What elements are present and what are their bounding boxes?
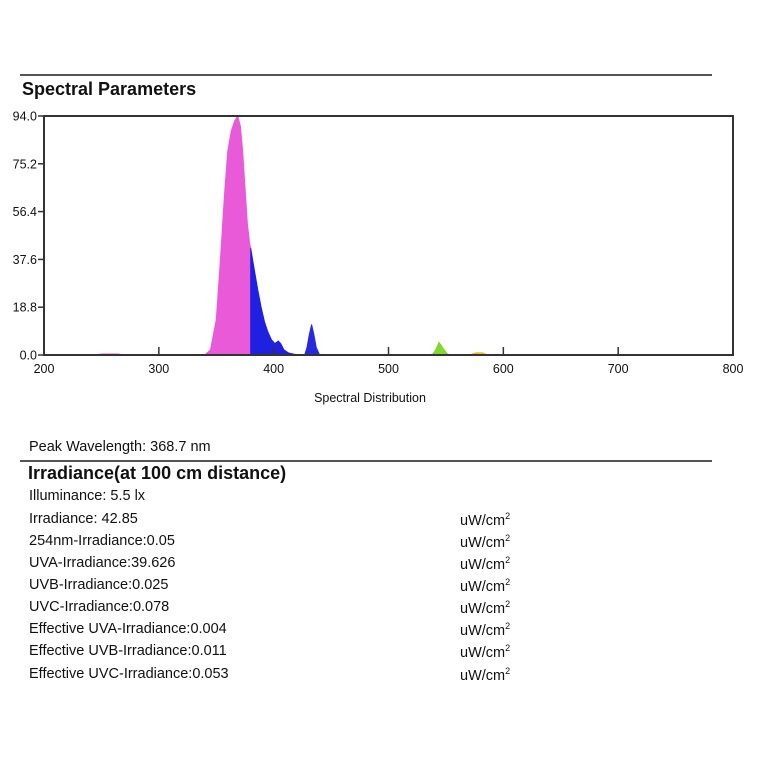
irradiance-row-unit: uW/cm2 [460,643,511,661]
x-tick-label: 600 [493,362,514,376]
irradiance-row-unit: uW/cm2 [460,599,511,617]
y-tick-label: 56.4 [13,205,37,219]
irradiance-row-label: Effective UVC-Irradiance:0.053 [29,666,229,682]
irradiance-row-unit: uW/cm2 [460,511,511,529]
y-tick-label: 75.2 [13,157,37,171]
irradiance-row-label: UVB-Irradiance:0.025 [29,577,169,593]
irradiance-row-unit: uW/cm2 [460,533,511,551]
x-tick-label: 200 [34,362,55,376]
x-tick-label: 700 [608,362,629,376]
irradiance-row-label: Illuminance: 5.5 lx [29,488,146,504]
y-tick-label: 18.8 [13,301,37,315]
irradiance-title: Irradiance(at 100 cm distance) [28,463,287,483]
plot-frame [43,115,734,356]
irradiance-row-label: 254nm-Irradiance:0.05 [29,533,175,549]
page-title: Spectral Parameters [22,79,197,99]
irradiance-row-label: Irradiance: 42.85 [29,511,138,527]
irradiance-row-label: Effective UVA-Irradiance:0.004 [29,621,227,637]
x-tick-label: 500 [378,362,399,376]
irradiance-divider [20,460,712,462]
series-3 [304,324,321,356]
y-tick-label: 0.0 [20,349,37,363]
peak-wavelength: Peak Wavelength: 368.7 nm [29,439,211,455]
spectrum-series [95,114,488,356]
spectral-chart: 0.0 18.8 37.6 56.4 75.2 94.0 200 300 400 500 600 7… [13,110,744,406]
x-tick-label: 800 [723,362,744,376]
series-4 [431,341,450,356]
series-2 [250,248,299,356]
irradiance-row-unit: uW/cm2 [460,621,511,639]
x-axis-label: Spectral Distribution [314,391,426,405]
irradiance-row-label: UVA-Irradiance:39.626 [29,555,176,571]
irradiance-row-label: Effective UVB-Irradiance:0.011 [29,643,227,659]
y-tick-label: 37.6 [13,253,37,267]
irradiance-row-unit: uW/cm2 [460,666,511,684]
irradiance-row-unit: uW/cm2 [460,555,511,573]
y-axis-ticks: 0.0 18.8 37.6 56.4 75.2 94.0 [13,110,44,363]
x-axis-ticks: 200 300 400 500 600 700 800 [34,347,744,376]
irradiance-row-label: UVC-Irradiance:0.078 [29,599,170,615]
top-divider [20,74,712,76]
irradiance-row-unit: uW/cm2 [460,577,511,595]
series-0 [203,114,252,356]
x-tick-label: 400 [263,362,284,376]
y-tick-label: 94.0 [13,110,37,124]
x-tick-label: 300 [148,362,169,376]
